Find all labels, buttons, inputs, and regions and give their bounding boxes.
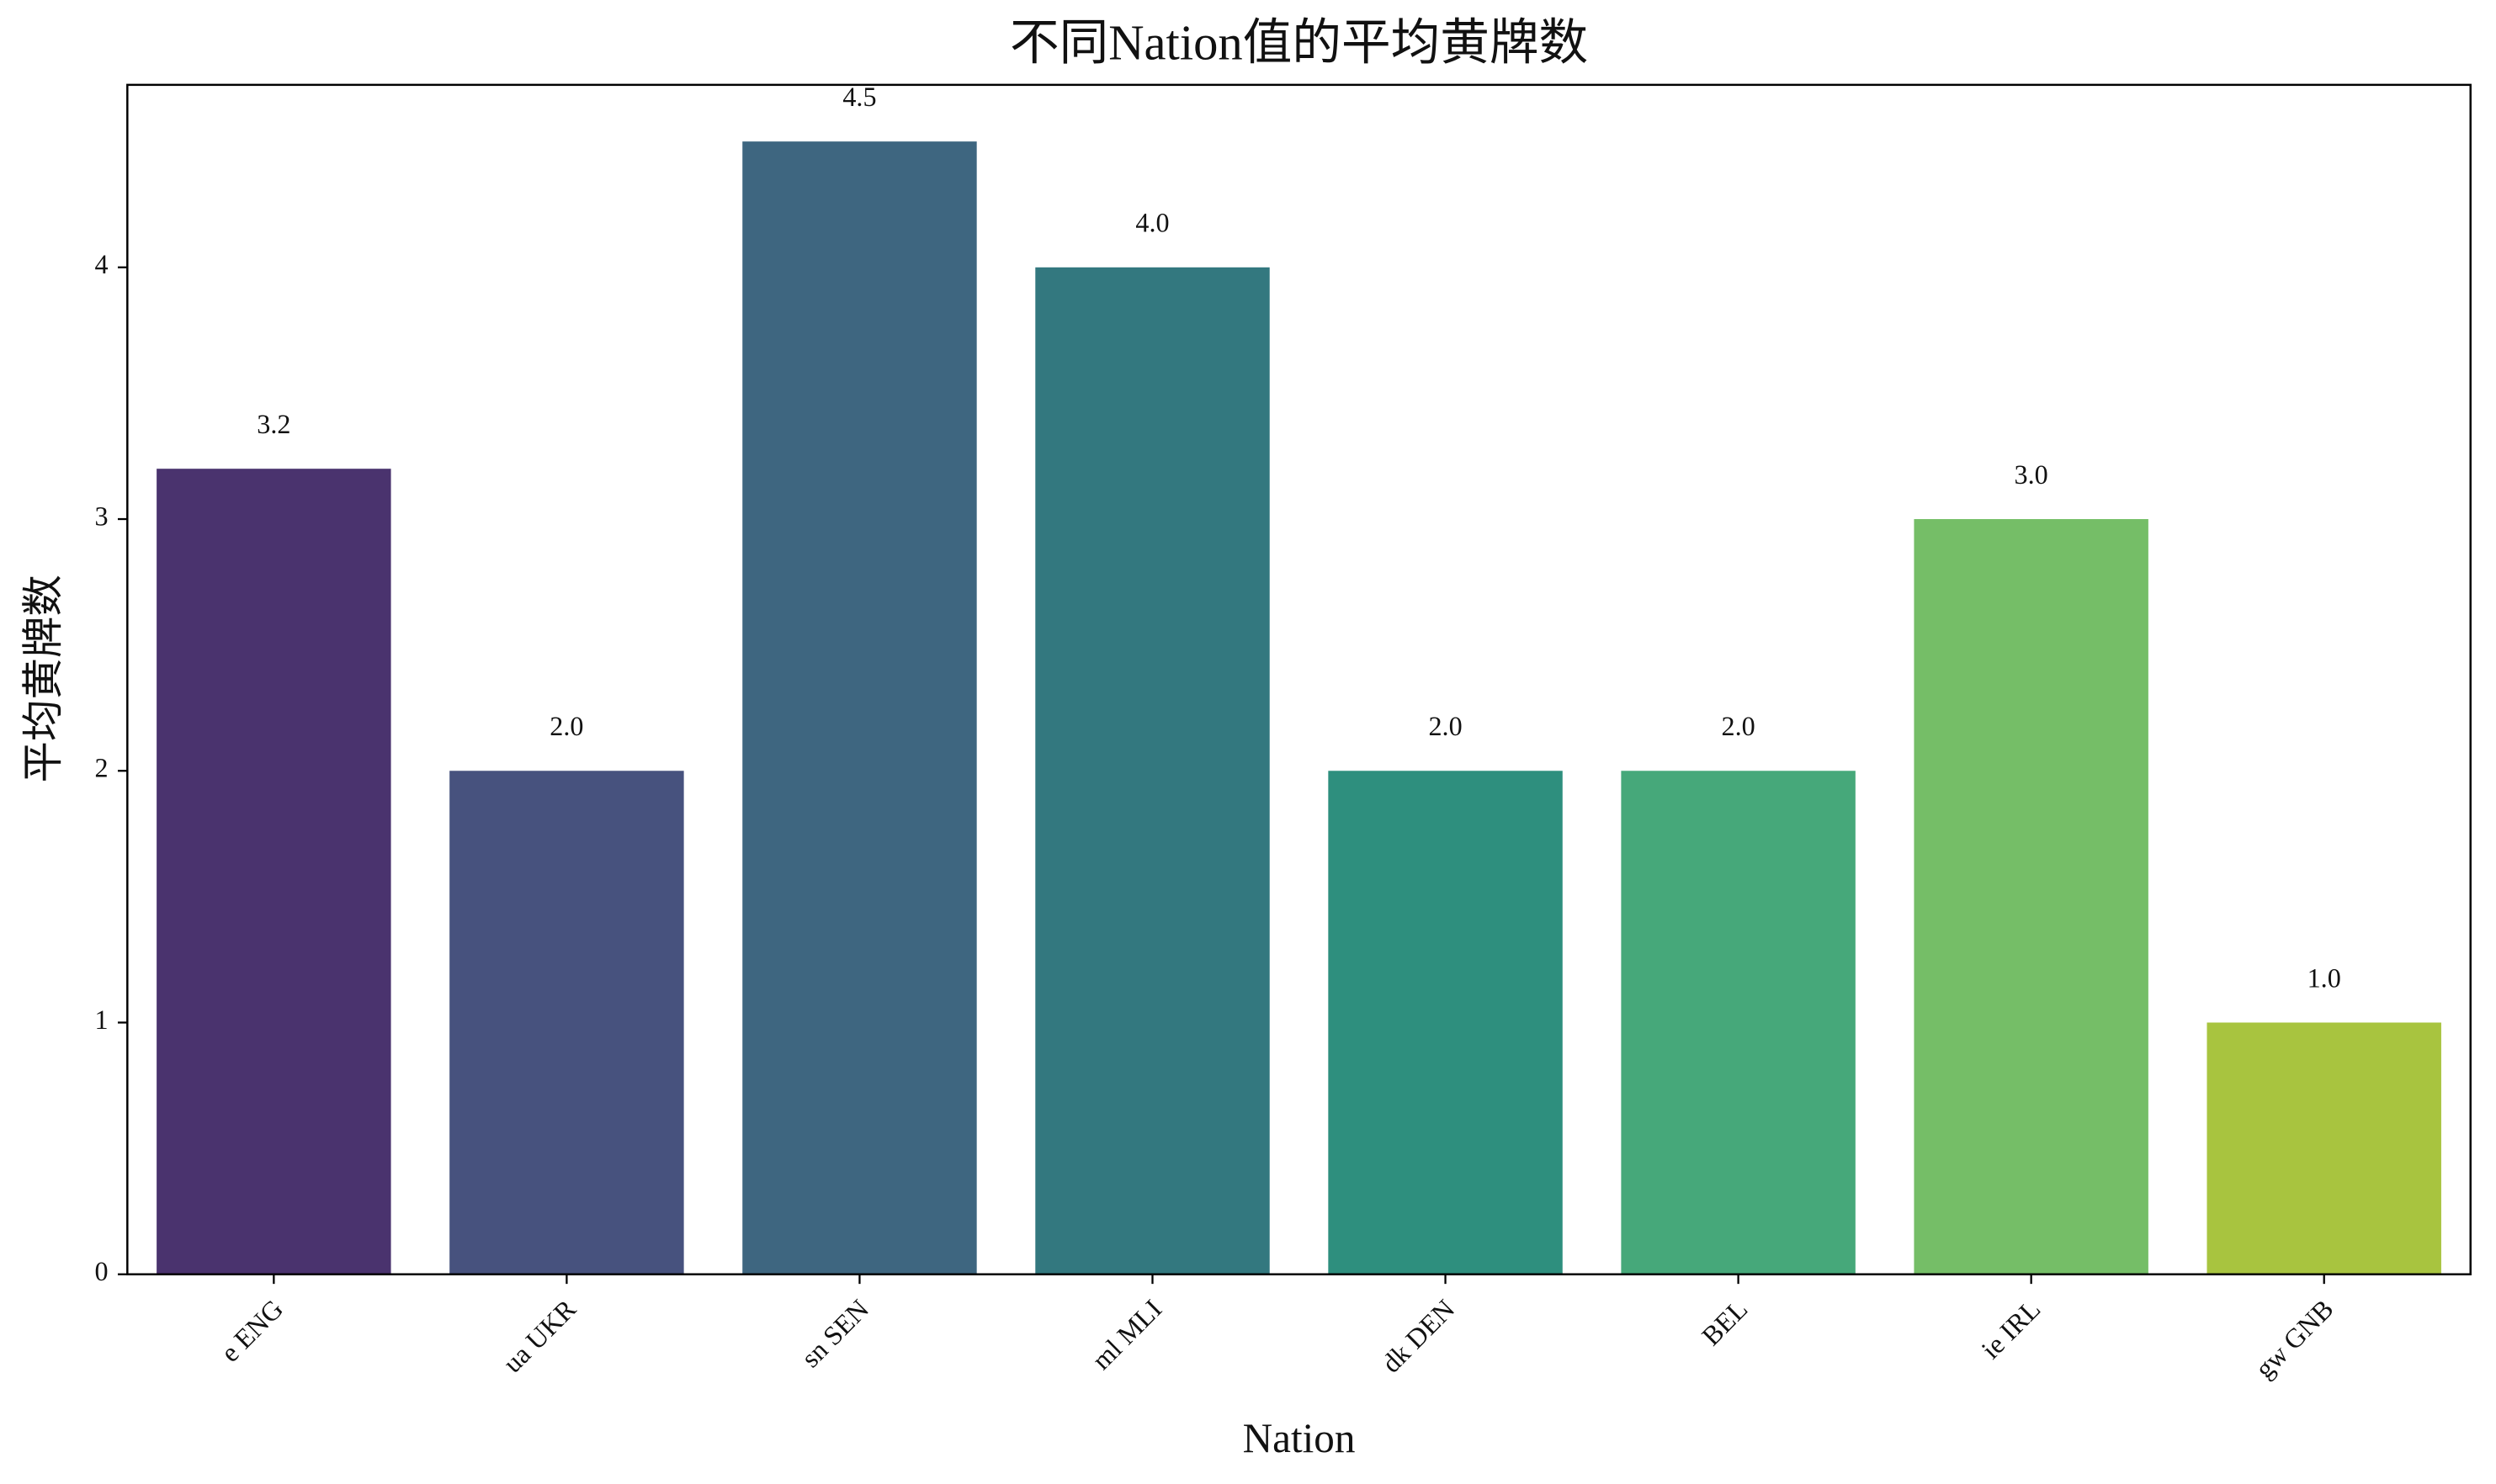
bar — [449, 771, 684, 1275]
value-label: 3.2 — [257, 409, 290, 439]
plot-frame — [126, 83, 2472, 1275]
y-tick-label: 1 — [95, 1004, 109, 1035]
value-label: 2.0 — [1722, 711, 1755, 741]
y-axis-label: 平均黄牌数 — [20, 575, 66, 782]
value-label: 2.0 — [1428, 711, 1462, 741]
y-tick-label: 3 — [95, 501, 109, 531]
chart-title: 不同Nation值的平均黄牌数 — [1010, 15, 1588, 70]
bar — [2207, 1022, 2441, 1275]
value-label: 4.0 — [1135, 208, 1169, 238]
value-label: 1.0 — [2307, 962, 2341, 993]
bar — [1035, 267, 1270, 1275]
bar — [1621, 771, 1856, 1275]
x-axis-label: Nation — [1243, 1415, 1356, 1461]
y-tick-label: 4 — [95, 249, 109, 279]
value-label: 4.5 — [842, 82, 876, 112]
bar — [157, 469, 391, 1275]
y-tick-label: 2 — [95, 753, 109, 783]
value-label: 3.0 — [2015, 459, 2048, 490]
bar — [1914, 519, 2148, 1275]
bar — [742, 141, 977, 1275]
y-tick-label: 0 — [95, 1256, 109, 1286]
value-label: 2.0 — [550, 711, 583, 741]
bar — [1328, 771, 1563, 1275]
